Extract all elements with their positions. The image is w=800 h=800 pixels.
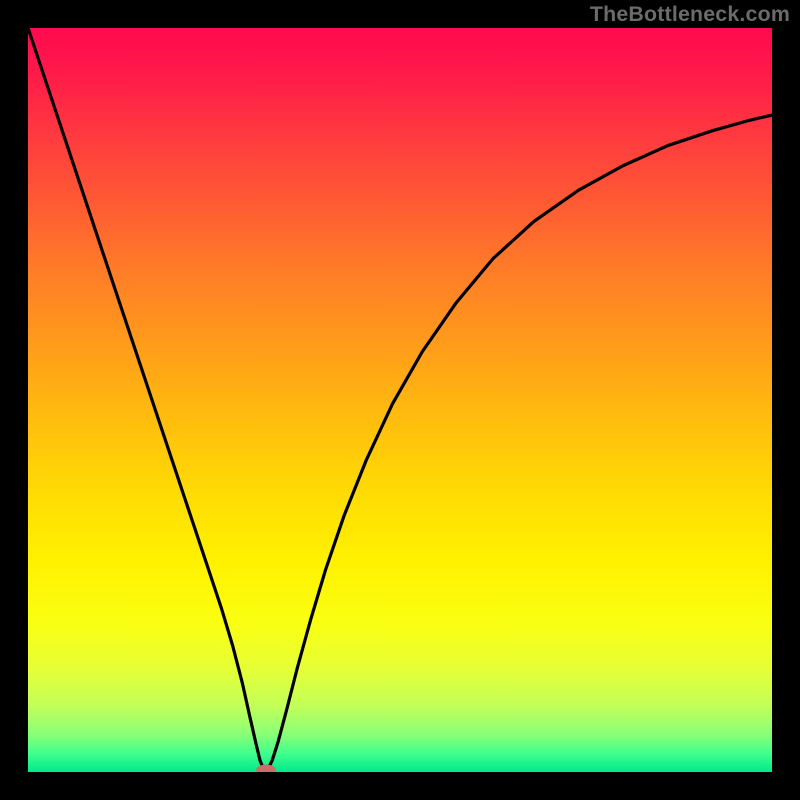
chart-frame: TheBottleneck.com	[0, 0, 800, 800]
plot-svg	[28, 28, 772, 772]
watermark-text: TheBottleneck.com	[590, 2, 790, 27]
plot-area	[28, 28, 772, 772]
gradient-background	[28, 28, 772, 772]
